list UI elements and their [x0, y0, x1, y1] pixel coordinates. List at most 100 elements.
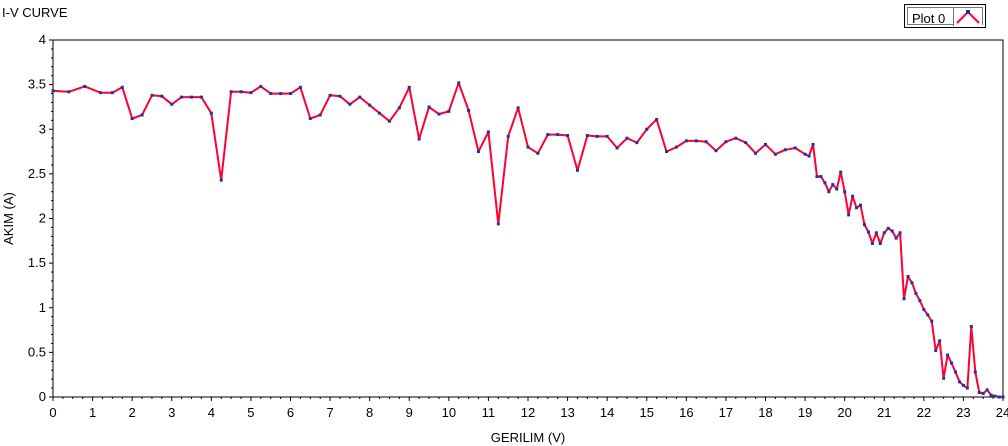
data-point: [289, 92, 292, 96]
data-point: [859, 203, 862, 207]
data-point: [83, 84, 87, 88]
data-point: [997, 395, 1001, 399]
data-point: [981, 391, 985, 395]
data-point: [140, 113, 144, 117]
x-tick-label: 19: [798, 405, 812, 420]
data-point: [506, 134, 510, 138]
data-point: [694, 139, 698, 143]
x-tick-label: 24: [996, 405, 1008, 420]
data-point: [894, 236, 898, 240]
x-axis-title: GERILIM (V): [491, 430, 565, 445]
data-point: [882, 231, 886, 235]
x-tick-label: 2: [129, 405, 136, 420]
y-axis-title: AKIM (A): [1, 192, 16, 245]
data-point: [496, 222, 500, 226]
data-point: [734, 136, 738, 140]
data-point: [819, 175, 823, 179]
data-point: [934, 349, 938, 353]
series-line: [52, 81, 1003, 398]
x-tick-label: 23: [956, 405, 970, 420]
x-tick-label: 13: [560, 405, 574, 420]
y-tick-label: 0.5: [28, 344, 46, 359]
data-point: [199, 95, 203, 99]
data-point: [764, 142, 767, 146]
data-point: [823, 181, 827, 185]
data-point: [665, 150, 669, 154]
data-point: [120, 85, 124, 89]
data-point: [546, 133, 550, 137]
legend[interactable]: Plot 0: [904, 4, 986, 28]
data-point: [878, 241, 882, 245]
data-point: [477, 150, 481, 154]
data-point: [298, 85, 302, 89]
data-point: [914, 291, 918, 295]
data-point: [926, 313, 930, 317]
data-point: [575, 168, 579, 172]
data-point: [269, 92, 273, 96]
data-point: [704, 140, 708, 144]
data-point: [724, 140, 728, 144]
data-point: [457, 81, 461, 85]
x-tick-label: 18: [758, 405, 772, 420]
data-point: [239, 90, 243, 94]
data-point: [870, 241, 874, 245]
data-point: [219, 178, 223, 182]
data-point: [516, 106, 520, 110]
x-tick-label: 3: [168, 405, 175, 420]
data-point: [427, 105, 431, 109]
legend-frame: Plot 0: [907, 7, 983, 26]
data-point: [635, 141, 639, 145]
data-point: [467, 109, 471, 113]
x-tick-label: 21: [877, 405, 891, 420]
legend-line-icon: [956, 10, 980, 24]
legend-label: Plot 0: [912, 11, 946, 26]
data-point: [938, 339, 942, 343]
data-point: [674, 145, 678, 149]
x-tick-label: 22: [917, 405, 931, 420]
data-point: [318, 113, 322, 117]
data-point: [898, 231, 902, 235]
data-point: [793, 146, 797, 150]
data-point: [918, 299, 922, 303]
data-point: [397, 106, 401, 110]
data-point: [965, 386, 969, 390]
data-point: [209, 111, 213, 115]
x-tick-label: 17: [719, 405, 733, 420]
data-point: [886, 226, 890, 230]
data-point: [99, 91, 102, 95]
data-point: [229, 90, 233, 94]
data-point: [190, 95, 194, 99]
x-tick-label: 14: [600, 405, 614, 420]
data-point: [807, 154, 811, 158]
x-tick-label: 0: [49, 405, 56, 420]
data-point: [862, 223, 866, 227]
data-point: [874, 231, 878, 235]
x-tick-label: 16: [679, 405, 693, 420]
data-point: [843, 190, 847, 194]
x-tick-label: 10: [442, 405, 456, 420]
data-point: [249, 91, 253, 95]
data-point: [437, 112, 441, 116]
y-tick-label: 4: [39, 32, 46, 47]
data-point: [977, 391, 981, 395]
data-point: [993, 394, 997, 398]
data-point: [556, 133, 560, 137]
data-point: [803, 152, 807, 156]
y-tick-label: 2: [39, 211, 46, 226]
data-point: [815, 175, 819, 179]
data-point: [407, 85, 411, 89]
data-point: [847, 213, 851, 217]
x-tick-label: 5: [247, 405, 254, 420]
data-point: [744, 141, 748, 145]
data-point: [328, 93, 332, 97]
data-point: [827, 190, 831, 194]
y-tick-label: 1.5: [28, 255, 46, 270]
data-point: [645, 127, 649, 131]
x-tick-label: 7: [326, 405, 333, 420]
data-point: [902, 297, 906, 301]
data-point: [447, 109, 451, 113]
data-point: [387, 119, 391, 123]
x-tick-label: 8: [366, 405, 373, 420]
data-point: [930, 319, 934, 323]
